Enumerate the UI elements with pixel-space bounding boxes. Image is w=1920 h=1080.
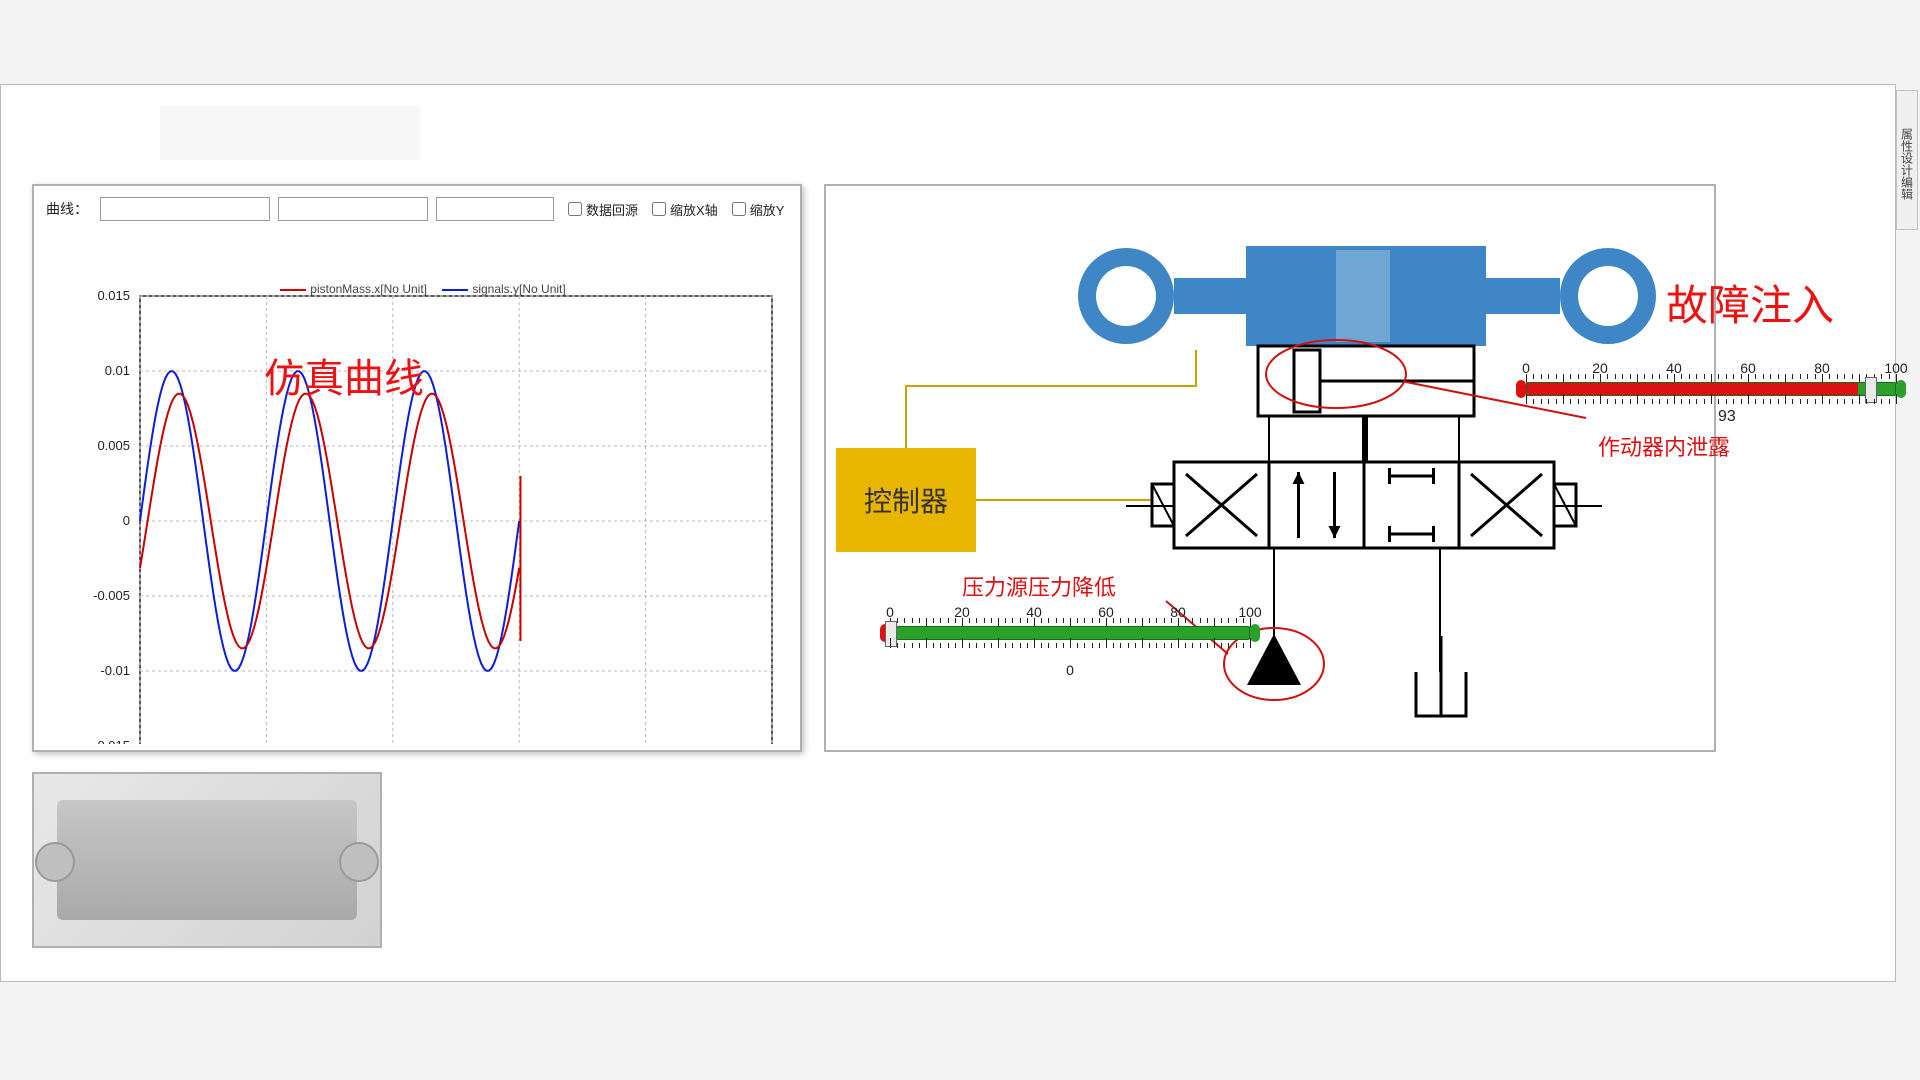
hardware-photo-placeholder	[57, 800, 357, 920]
slider1-label: 作动器内泄露	[1598, 430, 1730, 462]
controller-box[interactable]: 控制器	[836, 448, 976, 552]
curve-field-3[interactable]	[436, 197, 554, 221]
slider1-cap-left	[1516, 380, 1526, 398]
slider-pressure-drop[interactable]: 020406080100 0	[890, 626, 1250, 640]
cb-zoom-x-label: 缩放X轴	[670, 200, 718, 219]
slider1-fill	[1527, 383, 1858, 395]
chart-toolbar: 曲线： 数据回源 缩放X轴 缩放Y	[46, 194, 792, 224]
right-vertical-tab[interactable]: 属性设计编辑	[1896, 90, 1918, 230]
legend-label-1: signals.y[No Unit]	[472, 282, 565, 296]
chart-legend: pistonMass.x[No Unit] signals.y[No Unit]	[44, 282, 790, 296]
svg-text:-0.01: -0.01	[100, 663, 130, 678]
chart-svg: 0.00010.00020.00030.00040.00050.000-0.01…	[44, 232, 794, 744]
controller-label: 控制器	[864, 480, 948, 520]
curve-field-1[interactable]	[100, 197, 270, 221]
svg-text:0: 0	[123, 513, 130, 528]
ribbon-placeholder	[160, 106, 420, 160]
slider-actuator-leak[interactable]: 020406080100	[1526, 382, 1896, 396]
slider2-cap-right	[1250, 624, 1260, 642]
plot-area[interactable]: pistonMass.x[No Unit] signals.y[No Unit]…	[44, 232, 790, 738]
hardware-photo	[32, 772, 382, 948]
chart-panel: 曲线： 数据回源 缩放X轴 缩放Y pistonMass.x[No Unit] …	[32, 184, 802, 752]
slider1-value: 93	[1718, 408, 1736, 426]
slider1-cap-right	[1896, 380, 1906, 398]
cb-data-source[interactable]: 数据回源	[568, 200, 638, 219]
curve-label: 曲线：	[46, 199, 88, 219]
schematic-panel: 控制器 故障注入 020406080100 93 作动器内泄露 压力源压力降低 …	[824, 184, 1716, 752]
cb-zoom-y[interactable]: 缩放Y	[732, 200, 785, 219]
slider2-handle[interactable]	[885, 621, 897, 647]
slider2-label: 压力源压力降低	[962, 570, 1116, 602]
svg-text:-0.015: -0.015	[93, 738, 130, 744]
svg-text:-0.005: -0.005	[93, 588, 130, 603]
cb-zoom-x[interactable]: 缩放X轴	[652, 200, 718, 219]
svg-text:0.005: 0.005	[97, 438, 130, 453]
slider2-bottom-label: 0	[1066, 662, 1074, 678]
curve-field-2[interactable]	[278, 197, 428, 221]
fault-injection-title: 故障注入	[1666, 272, 1916, 333]
svg-text:0.01: 0.01	[105, 363, 130, 378]
chart-title-cn: 仿真曲线	[264, 346, 424, 404]
legend-swatch-red	[280, 289, 306, 291]
cb-zoom-y-label: 缩放Y	[750, 200, 785, 219]
legend-label-0: pistonMass.x[No Unit]	[310, 282, 427, 296]
cb-data-source-label: 数据回源	[586, 200, 638, 219]
legend-swatch-blue	[442, 289, 468, 291]
